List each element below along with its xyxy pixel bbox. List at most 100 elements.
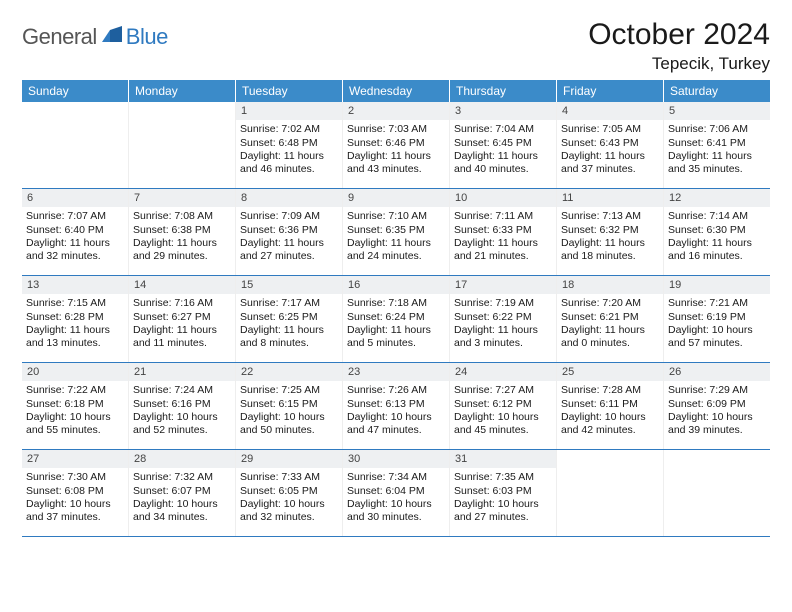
sunrise-line: Sunrise: 7:33 AM	[240, 471, 338, 484]
sunset-line: Sunset: 6:48 PM	[240, 137, 338, 150]
sunset-line: Sunset: 6:09 PM	[668, 398, 766, 411]
daylight-line: Daylight: 11 hours	[240, 150, 338, 163]
day-cell: 17 Sunrise: 7:19 AMSunset: 6:22 PMDayligh…	[450, 276, 557, 362]
daylight-line: and 29 minutes.	[133, 250, 231, 263]
sunrise-line: Sunrise: 7:22 AM	[26, 384, 124, 397]
day-cell: 11Sunrise: 7:13 AMSunset: 6:32 PMDayligh…	[557, 189, 664, 275]
daylight-line: and 47 minutes.	[347, 424, 445, 437]
day-cell: 30Sunrise: 7:34 AMSunset: 6:04 PMDayligh…	[343, 450, 450, 536]
day-cell: 16 Sunrise: 7:18 AMSunset: 6:24 PMDayligh…	[343, 276, 450, 362]
day-body: Sunrise: 7:07 AMSunset: 6:40 PMDaylight:…	[22, 209, 128, 267]
day-cell: 7Sunrise: 7:08 AMSunset: 6:38 PMDaylight…	[129, 189, 236, 275]
daylight-line: Daylight: 11 hours	[454, 150, 552, 163]
sunrise-line: Sunrise: 7:17 AM	[240, 297, 338, 310]
day-body: Sunrise: 7:17 AMSunset: 6:25 PMDaylight:…	[236, 296, 342, 354]
sunrise-line: Sunrise: 7:18 AM	[347, 297, 445, 310]
daylight-line: and 42 minutes.	[561, 424, 659, 437]
daylight-line: and 45 minutes.	[454, 424, 552, 437]
sunrise-line: Sunrise: 7:20 AM	[561, 297, 659, 310]
daylight-line: Daylight: 10 hours	[668, 411, 766, 424]
day-number: 20	[22, 363, 128, 381]
day-body: Sunrise: 7:05 AMSunset: 6:43 PMDaylight:…	[557, 122, 663, 180]
sunrise-line: Sunrise: 7:21 AM	[668, 297, 766, 310]
daylight-line: and 27 minutes.	[240, 250, 338, 263]
daylight-line: Daylight: 11 hours	[347, 237, 445, 250]
sunrise-line: Sunrise: 7:19 AM	[454, 297, 552, 310]
daylight-line: Daylight: 10 hours	[561, 411, 659, 424]
day-cell: 24 Sunrise: 7:27 AMSunset: 6:12 PMDayligh…	[450, 363, 557, 449]
sunrise-line: Sunrise: 7:16 AM	[133, 297, 231, 310]
day-body: Sunrise: 7:32 AMSunset: 6:07 PMDaylight:…	[129, 470, 235, 528]
daylight-line: Daylight: 11 hours	[347, 324, 445, 337]
day-number: 17	[450, 276, 556, 294]
daylight-line: and 5 minutes.	[347, 337, 445, 350]
day-number: 28	[129, 450, 235, 468]
daylight-line: Daylight: 11 hours	[454, 237, 552, 250]
day-number: 25	[557, 363, 663, 381]
day-number: 24	[450, 363, 556, 381]
sunset-line: Sunset: 6:41 PM	[668, 137, 766, 150]
day-number: 29	[236, 450, 342, 468]
daylight-line: and 40 minutes.	[454, 163, 552, 176]
day-cell: 6 Sunrise: 7:07 AMSunset: 6:40 PMDaylight…	[22, 189, 129, 275]
day-number: 7	[129, 189, 235, 207]
day-body: Sunrise: 7:20 AMSunset: 6:21 PMDaylight:…	[557, 296, 663, 354]
sunset-line: Sunset: 6:32 PM	[561, 224, 659, 237]
daylight-line: and 21 minutes.	[454, 250, 552, 263]
day-body: Sunrise: 7:10 AMSunset: 6:35 PMDaylight:…	[343, 209, 449, 267]
sunrise-line: Sunrise: 7:05 AM	[561, 123, 659, 136]
day-cell: 27Sunrise: 7:30 AMSunset: 6:08 PMDayligh…	[22, 450, 129, 536]
day-body: Sunrise: 7:13 AMSunset: 6:32 PMDaylight:…	[557, 209, 663, 267]
sunrise-line: Sunrise: 7:02 AM	[240, 123, 338, 136]
day-cell: 18Sunrise: 7:20 AMSunset: 6:21 PMDayligh…	[557, 276, 664, 362]
day-body: Sunrise: 7:03 AMSunset: 6:46 PMDaylight:…	[343, 122, 449, 180]
day-number: 15	[236, 276, 342, 294]
day-number: 19	[664, 276, 770, 294]
sunset-line: Sunset: 6:22 PM	[454, 311, 552, 324]
day-cell: 26Sunrise: 7:29 AMSunset: 6:09 PMDayligh…	[664, 363, 770, 449]
day-body: Sunrise: 7:21 AMSunset: 6:19 PMDaylight:…	[664, 296, 770, 354]
day-body: Sunrise: 7:06 AMSunset: 6:41 PMDaylight:…	[664, 122, 770, 180]
daylight-line: Daylight: 11 hours	[26, 237, 124, 250]
sunset-line: Sunset: 6:12 PM	[454, 398, 552, 411]
day-cell: 1 Sunrise: 7:02 AMSunset: 6:48 PMDaylight…	[236, 102, 343, 188]
day-number: 31	[450, 450, 556, 468]
day-cell: 4Sunrise: 7:05 AMSunset: 6:43 PMDaylight…	[557, 102, 664, 188]
day-number: 10	[450, 189, 556, 207]
daylight-line: Daylight: 11 hours	[668, 237, 766, 250]
day-number: 6	[22, 189, 128, 207]
sunset-line: Sunset: 6:38 PM	[133, 224, 231, 237]
empty-cell	[557, 450, 664, 536]
sunset-line: Sunset: 6:04 PM	[347, 485, 445, 498]
day-body: Sunrise: 7:16 AMSunset: 6:27 PMDaylight:…	[129, 296, 235, 354]
day-body: Sunrise: 7:27 AMSunset: 6:12 PMDaylight:…	[450, 383, 556, 441]
sunrise-line: Sunrise: 7:04 AM	[454, 123, 552, 136]
day-cell: 19 Sunrise: 7:21 AMSunset: 6:19 PMDayligh…	[664, 276, 770, 362]
sunset-line: Sunset: 6:08 PM	[26, 485, 124, 498]
sunset-line: Sunset: 6:40 PM	[26, 224, 124, 237]
day-body: Sunrise: 7:09 AMSunset: 6:36 PMDaylight:…	[236, 209, 342, 267]
daylight-line: and 46 minutes.	[240, 163, 338, 176]
sunrise-line: Sunrise: 7:34 AM	[347, 471, 445, 484]
sunset-line: Sunset: 6:33 PM	[454, 224, 552, 237]
logo-text-2: Blue	[126, 24, 168, 50]
calendar: SundayMondayTuesdayWednesdayThursdayFrid…	[22, 80, 770, 537]
sunset-line: Sunset: 6:15 PM	[240, 398, 338, 411]
logo-text-1: General	[22, 24, 97, 50]
day-body: Sunrise: 7:19 AMSunset: 6:22 PMDaylight:…	[450, 296, 556, 354]
day-body: Sunrise: 7:24 AMSunset: 6:16 PMDaylight:…	[129, 383, 235, 441]
daylight-line: and 13 minutes.	[26, 337, 124, 350]
day-cell: 5Sunrise: 7:06 AMSunset: 6:41 PMDaylight…	[664, 102, 770, 188]
day-body: Sunrise: 7:11 AMSunset: 6:33 PMDaylight:…	[450, 209, 556, 267]
daylight-line: Daylight: 10 hours	[454, 498, 552, 511]
day-cell: 3Sunrise: 7:04 AMSunset: 6:45 PMDaylight…	[450, 102, 557, 188]
location: Tepecik, Turkey	[588, 54, 770, 74]
sunset-line: Sunset: 6:18 PM	[26, 398, 124, 411]
day-body: Sunrise: 7:26 AMSunset: 6:13 PMDaylight:…	[343, 383, 449, 441]
daylight-line: and 24 minutes.	[347, 250, 445, 263]
day-number: 16	[343, 276, 449, 294]
day-body: Sunrise: 7:18 AMSunset: 6:24 PMDaylight:…	[343, 296, 449, 354]
sunset-line: Sunset: 6:05 PM	[240, 485, 338, 498]
day-number: 1	[236, 102, 342, 120]
day-body: Sunrise: 7:29 AMSunset: 6:09 PMDaylight:…	[664, 383, 770, 441]
